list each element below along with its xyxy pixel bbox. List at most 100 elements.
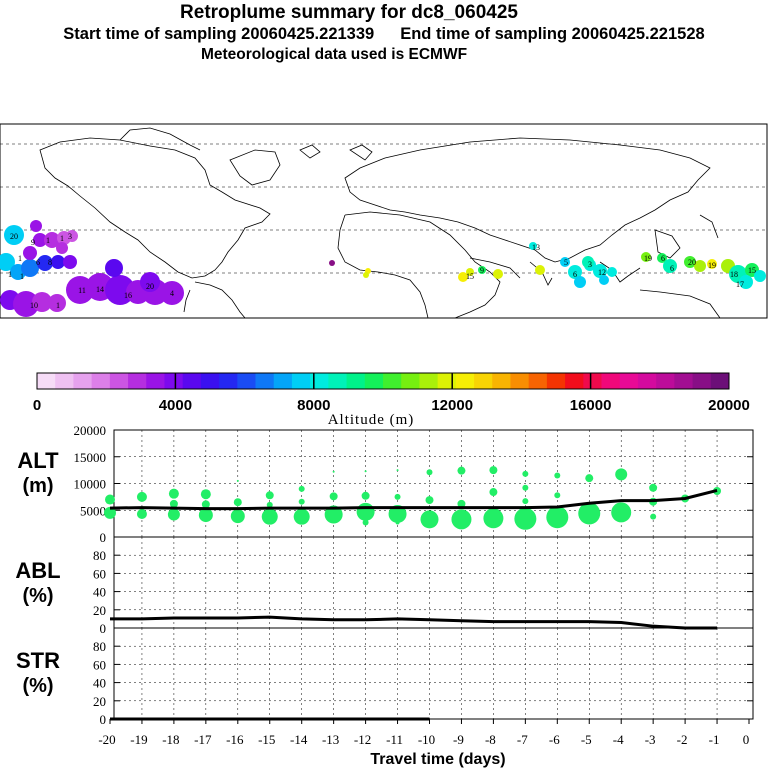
y-tick-label: 20000 xyxy=(74,423,107,438)
x-tick-label: -17 xyxy=(194,732,212,747)
plume-label: 1 xyxy=(56,301,60,310)
x-tick-label: -15 xyxy=(258,732,275,747)
plume-label: 6 xyxy=(670,264,674,273)
panel-label: ABL xyxy=(15,558,60,583)
plume-label: 20 xyxy=(10,232,18,241)
y-tick-label: 80 xyxy=(93,639,106,654)
plume-blob xyxy=(51,255,65,269)
colorbar-swatch xyxy=(291,373,311,389)
x-tick-label: -6 xyxy=(549,732,560,747)
data-point xyxy=(394,493,401,500)
plume-blob xyxy=(23,246,37,260)
data-point xyxy=(105,494,115,505)
data-point xyxy=(483,508,504,529)
plume-blob xyxy=(105,259,123,277)
x-tick-label: -13 xyxy=(322,732,339,747)
colorbar-swatch xyxy=(200,373,220,389)
plume-blob xyxy=(30,220,42,232)
y-tick-label: 60 xyxy=(93,657,106,672)
y-tick-label: 15000 xyxy=(74,450,107,465)
data-point xyxy=(362,519,369,526)
data-point xyxy=(233,498,242,507)
series-line xyxy=(109,489,718,511)
plume-label: 6 xyxy=(573,270,577,279)
data-point xyxy=(650,513,657,520)
altitude-colorbar: 0 4000 8000 12000 16000 20000 Altitude (m) xyxy=(33,372,750,428)
plume-label: 1 xyxy=(20,272,24,281)
data-point xyxy=(266,501,273,508)
colorbar-swatch xyxy=(546,373,566,389)
colorbar-swatch xyxy=(55,373,74,389)
plume-label: 1 xyxy=(18,254,22,263)
data-point xyxy=(554,472,561,479)
data-point xyxy=(198,508,213,523)
y-tick-label: 60 xyxy=(93,566,106,581)
colorbar-swatch xyxy=(273,373,293,389)
data-point xyxy=(522,470,529,477)
colorbar-swatch xyxy=(474,373,493,389)
colorbar-swatch xyxy=(164,373,184,389)
data-point xyxy=(611,502,632,523)
plume-blob xyxy=(535,265,545,275)
end-time-label: End time of sampling 20060425.221528 xyxy=(400,25,705,43)
plume-label: 20 xyxy=(146,282,154,291)
panel-unit: (%) xyxy=(22,675,53,697)
data-point xyxy=(420,510,439,529)
data-point xyxy=(546,506,569,529)
plume-blob xyxy=(33,233,47,247)
panel-abl: 0 20 40 60 80 ABL(%) xyxy=(15,536,754,636)
data-point xyxy=(136,508,147,519)
colorbar-swatch xyxy=(237,373,256,389)
y-tick-label: 0 xyxy=(100,621,107,636)
data-point xyxy=(554,492,561,499)
y-tick-label: 40 xyxy=(93,585,106,600)
plume-blob xyxy=(478,266,486,274)
x-tick-label: -1 xyxy=(709,732,720,747)
data-point xyxy=(298,498,305,505)
chart-title: Retroplume summary for dc8_060425 xyxy=(180,2,518,23)
plume-blob xyxy=(568,265,582,279)
plume-label: 5 xyxy=(564,258,568,267)
panel-unit: (%) xyxy=(22,585,53,607)
colorbar-swatch xyxy=(455,373,475,389)
x-tick-label: -10 xyxy=(418,732,435,747)
colorbar-swatch xyxy=(637,373,657,389)
start-time-label: Start time of sampling 20060425.221339 xyxy=(63,25,375,43)
series-line xyxy=(110,615,718,630)
panel-str: 0 20 40 60 80 STR(%) xyxy=(16,627,754,727)
plume-blob xyxy=(657,253,667,263)
colorbar-tick-label: 16000 xyxy=(570,397,612,414)
colorbar-swatch xyxy=(364,373,384,389)
plume-blob xyxy=(44,232,60,248)
plume-blob xyxy=(363,272,369,278)
colorbar-swatch xyxy=(419,373,439,389)
data-point xyxy=(514,507,537,530)
colorbar-tick-label: 0 xyxy=(33,397,41,414)
colorbar-swatch xyxy=(528,373,548,389)
met-data-label: Meteorological data used is ECMWF xyxy=(200,46,468,63)
plume-blob xyxy=(66,230,78,242)
plume-blob xyxy=(694,260,706,272)
map-graticule xyxy=(0,143,767,274)
plume-label: 15 xyxy=(748,266,756,275)
data-point xyxy=(451,509,472,530)
x-tick-label: -11 xyxy=(386,732,403,747)
data-point xyxy=(230,509,245,524)
data-point xyxy=(585,474,594,483)
data-point xyxy=(426,469,433,476)
data-point xyxy=(457,466,466,475)
plume-label: 1 xyxy=(46,236,50,245)
colorbar-swatch xyxy=(73,373,93,389)
colorbar-swatch xyxy=(310,373,329,389)
data-point xyxy=(578,502,601,525)
data-point xyxy=(522,484,529,491)
x-tick-label: -12 xyxy=(354,732,371,747)
data-point xyxy=(265,491,274,500)
panel-alt: 0 5000 10000 15000 20000 ALT(m) xyxy=(17,423,754,545)
plume-blob xyxy=(21,259,39,277)
x-tick-label: -9 xyxy=(453,732,464,747)
plume-blob xyxy=(593,264,607,278)
data-point xyxy=(329,492,338,501)
colorbar-swatch xyxy=(510,373,530,389)
